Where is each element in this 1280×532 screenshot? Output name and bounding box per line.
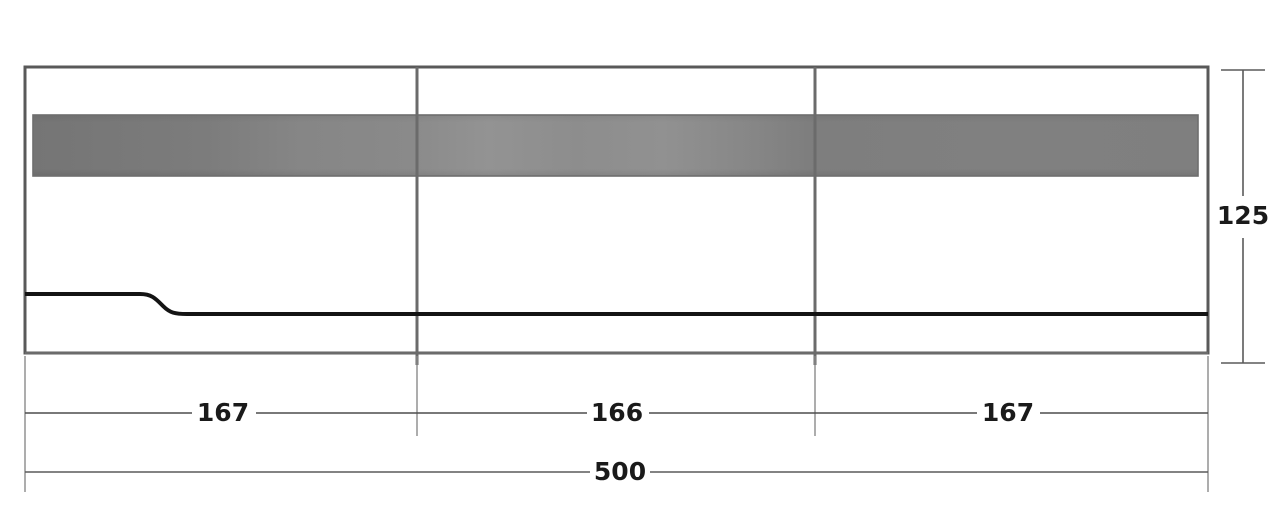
shaded-core-band-group — [32, 114, 1199, 177]
dimension-label-166-center: 166 — [591, 398, 643, 427]
overall-height-dimension: 125 — [1217, 69, 1269, 364]
band-vertical-shading — [33, 115, 1198, 176]
dimension-label-167-left: 167 — [197, 398, 249, 427]
extension-lines-group — [24, 356, 1209, 492]
overall-length-dimension: 500 — [25, 457, 1208, 486]
lower-profile-contour-group — [25, 292, 1208, 316]
dimension-label-125: 125 — [1217, 201, 1269, 230]
dimension-label-167-right: 167 — [982, 398, 1034, 427]
lower-profile-contour — [25, 292, 1208, 316]
dimension-label-500: 500 — [594, 457, 646, 486]
band-outline — [32, 114, 1199, 177]
segment-dimension-row: 167 166 167 — [25, 398, 1208, 427]
